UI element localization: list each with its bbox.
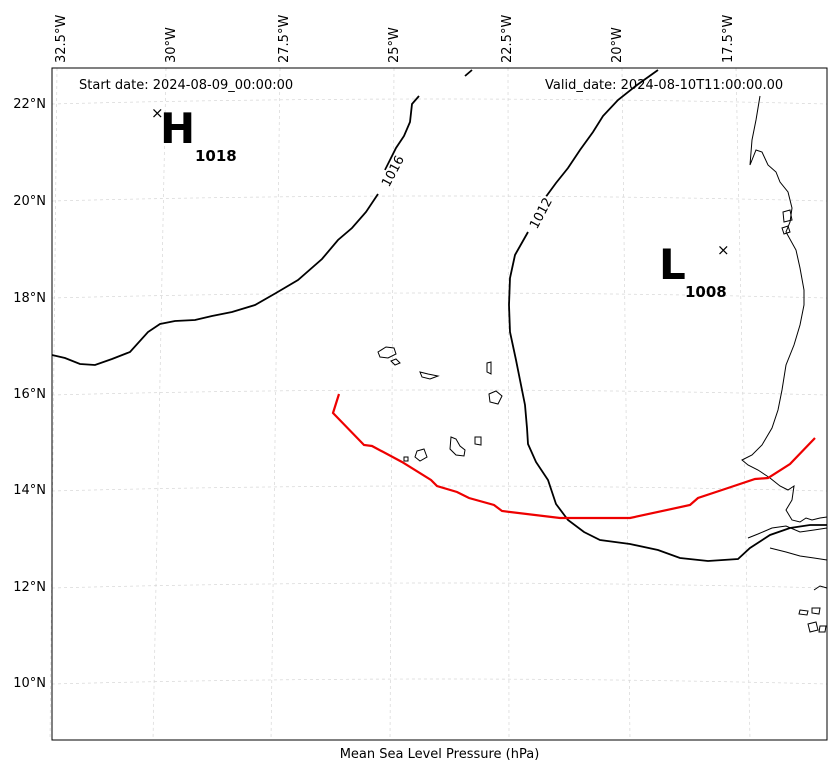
cape-verde-santo-antao [377, 346, 397, 359]
cape-verde-sal [486, 361, 492, 375]
isobar-1016 [51, 193, 379, 366]
gridline-lat [51, 292, 828, 299]
gridline-lat [51, 485, 828, 492]
high-center-marker: × [151, 104, 164, 122]
storm-track [331, 393, 816, 520]
african-coast [741, 95, 828, 523]
coastlines [377, 95, 828, 633]
lon-tick-label: 17.5°W [721, 14, 736, 63]
gridline-lat [51, 678, 828, 685]
lon-tick-label: 32.5°W [54, 14, 69, 63]
gridline-lon [735, 67, 751, 741]
lat-tick-label: 22°N [13, 97, 46, 112]
guinea-coast [813, 585, 828, 591]
gridline-lon [49, 67, 58, 741]
lat-tick-label: 20°N [13, 194, 46, 209]
map-frame [51, 67, 828, 741]
gridline-lat [51, 98, 828, 105]
cape-verde-fogo [414, 448, 428, 462]
cape-verde-brava [403, 456, 409, 462]
lat-tick-label: 12°N [13, 580, 46, 595]
gridline-lon [270, 67, 281, 741]
lat-tick-label: 16°N [13, 387, 46, 402]
lon-tick-label: 25°W [387, 27, 402, 63]
gridline-lat [51, 389, 828, 396]
isobar-1012-lower [508, 231, 827, 562]
start-date-label: Start date: 2024-08-09_00:00:00 [79, 78, 294, 93]
map-xlabel: Mean Sea Level Pressure (hPa) [339, 747, 540, 762]
graticule [49, 67, 828, 741]
gridline-lon [389, 67, 395, 741]
cape-verde-sao-vicente [390, 358, 401, 366]
isobar-1012 [544, 69, 659, 199]
high-pressure-value: 1018 [195, 147, 237, 165]
low-pressure-value: 1008 [685, 283, 727, 301]
gridline-lon [152, 67, 167, 741]
cape-verde-boa-vista [488, 390, 503, 405]
lon-tick-label: 30°W [164, 27, 179, 63]
gridline-lon [621, 67, 631, 741]
cape-verde-santiago [449, 436, 466, 457]
isobar-1016-ext [464, 69, 473, 77]
cape-verde-maio [474, 436, 482, 446]
gridline-lat [51, 582, 828, 589]
cape-verde-sao-nicolau [419, 371, 440, 380]
valid-date-label: Valid_date: 2024-08-10T11:00:00.00 [545, 78, 784, 93]
low-center-marker: × [717, 241, 730, 259]
lat-tick-label: 10°N [13, 676, 46, 691]
isobars [51, 69, 827, 562]
gridline-lat [51, 195, 828, 202]
lon-tick-label: 27.5°W [277, 14, 292, 63]
lon-tick-label: 22.5°W [500, 14, 515, 63]
low-pressure-letter: L [659, 240, 686, 289]
isobar-1016-top [384, 95, 420, 171]
high-pressure-letter: H [160, 104, 196, 153]
african-coast-south-2 [769, 547, 828, 561]
african-coast-south [747, 525, 828, 539]
bijagos-islands [798, 607, 827, 633]
coastal-islands [781, 209, 793, 235]
lat-tick-label: 18°N [13, 291, 46, 306]
lon-tick-label: 20°W [610, 27, 625, 63]
gridline-lon [507, 67, 510, 741]
lat-tick-label: 14°N [13, 483, 46, 498]
